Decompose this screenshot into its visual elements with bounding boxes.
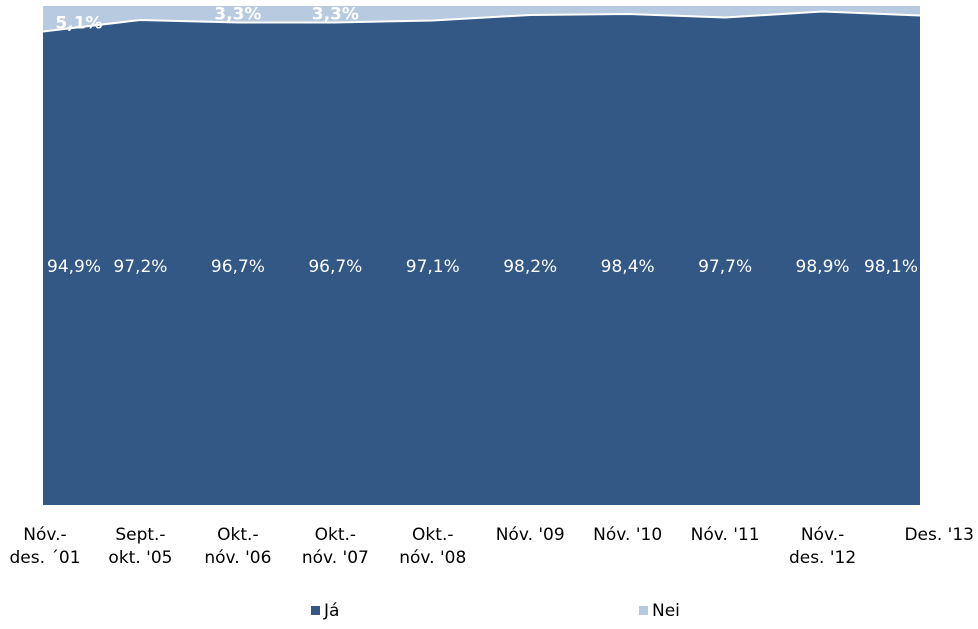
legend-swatch bbox=[639, 606, 648, 615]
data-label-ja: 97,1% bbox=[406, 257, 460, 277]
data-label-nei: 3,3% bbox=[312, 4, 359, 24]
data-label-ja: 97,2% bbox=[113, 257, 167, 277]
plot-area: 94,9% 97,2% 96,7% 96,7% 97,1% 98,2% 98,4% 97,7%… bbox=[42, 4, 921, 505]
data-label-ja: 97,7% bbox=[698, 257, 752, 277]
legend: Já Nei bbox=[311, 601, 680, 621]
legend-label: Nei bbox=[652, 601, 680, 621]
data-label-ja: 94,9% bbox=[47, 257, 101, 277]
data-label-ja: 98,1% bbox=[864, 257, 918, 277]
x-tick-label: Des. '13 bbox=[904, 525, 974, 545]
area-nei bbox=[43, 6, 920, 32]
data-label-ja: 98,9% bbox=[796, 257, 850, 277]
x-tick-label: Nóv. '10 bbox=[593, 525, 662, 545]
x-tick-label: Sept.-okt. '05 bbox=[108, 525, 172, 568]
data-label-nei: 3,3% bbox=[214, 4, 261, 24]
x-tick-label: Okt.-nóv. '07 bbox=[302, 525, 369, 568]
x-tick-label: Nóv.-des. '12 bbox=[789, 525, 856, 568]
x-tick-label: Nóv. '11 bbox=[691, 525, 760, 545]
x-tick-label: Nóv. '09 bbox=[496, 525, 565, 545]
data-label-ja: 96,7% bbox=[211, 257, 265, 277]
legend-swatch bbox=[311, 606, 320, 615]
x-tick-label: Okt.-nóv. '06 bbox=[204, 525, 271, 568]
data-label-ja: 98,2% bbox=[503, 257, 557, 277]
x-tick-label: Okt.-nóv. '08 bbox=[399, 525, 466, 568]
legend-item-nei: Nei bbox=[639, 601, 680, 621]
x-axis: Nóv.-des. ´01 Sept.-okt. '05 Okt.-nóv. '06… bbox=[9, 525, 974, 568]
legend-item-ja: Já bbox=[311, 601, 339, 621]
data-label-ja: 96,7% bbox=[308, 257, 362, 277]
x-tick-label: Nóv.-des. ´01 bbox=[9, 525, 80, 568]
legend-label: Já bbox=[323, 601, 339, 621]
data-label-nei: 5,1% bbox=[55, 13, 102, 33]
data-label-ja: 98,4% bbox=[601, 257, 655, 277]
area-ja bbox=[43, 11, 920, 505]
series-boundary-line bbox=[42, 10, 921, 33]
